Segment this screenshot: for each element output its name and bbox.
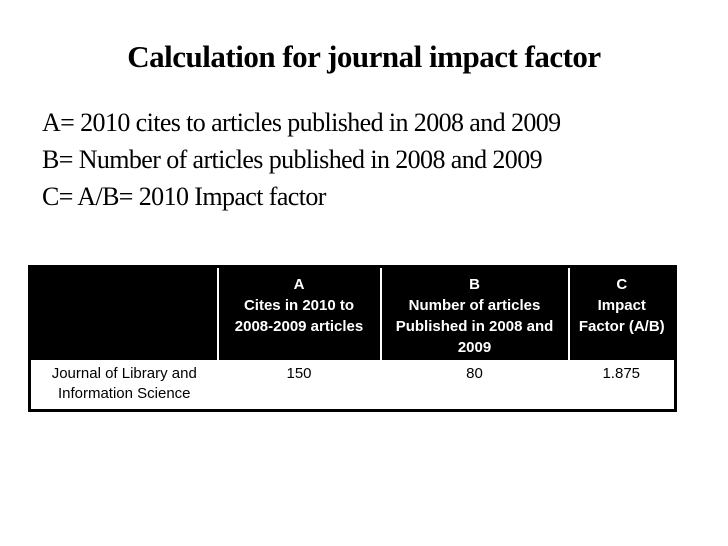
header-cell-a-cites: A Cites in 2010 to 2008-2009 articles <box>216 266 381 360</box>
impact-factor-table-container: A Cites in 2010 to 2008-2009 articles B … <box>28 265 677 412</box>
journal-name-cell: Journal of Library and Information Scien… <box>29 359 218 411</box>
slide-title: Calculation for journal impact factor <box>127 39 601 74</box>
definitions-block: A= 2010 cites to articles published in 2… <box>42 104 702 215</box>
table-data-row: Journal of Library and Information Scien… <box>29 359 676 411</box>
impact-factor-table: A Cites in 2010 to 2008-2009 articles B … <box>28 265 677 412</box>
definition-line-b: B= Number of articles published in 2008 … <box>42 145 543 174</box>
impact-factor-value-cell: 1.875 <box>568 359 676 411</box>
header-cell-c-impact: C Impact Factor (A/B) <box>567 266 676 360</box>
cites-value-cell: 150 <box>217 359 381 411</box>
definition-line-a: A= 2010 cites to articles published in 2… <box>42 108 561 137</box>
definition-line-c: C= A/B= 2010 Impact factor <box>42 182 326 211</box>
table-header-row: A Cites in 2010 to 2008-2009 articles B … <box>29 266 676 360</box>
header-cell-b-articles: B Number of articles Published in 2008 a… <box>379 266 569 360</box>
header-cell-journal <box>29 266 218 360</box>
articles-value-cell: 80 <box>380 359 569 411</box>
